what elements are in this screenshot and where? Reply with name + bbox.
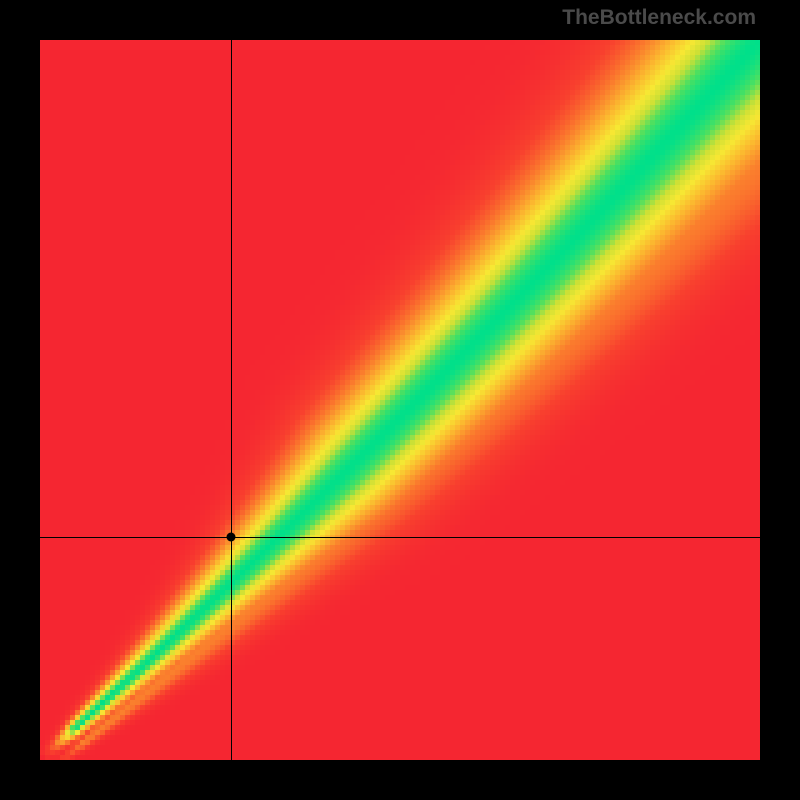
marker-dot [226, 532, 235, 541]
heatmap-canvas [40, 40, 760, 760]
plot-area [40, 40, 760, 760]
watermark-text: TheBottleneck.com [562, 6, 756, 30]
crosshair-horizontal [40, 537, 760, 538]
crosshair-vertical [231, 40, 232, 760]
